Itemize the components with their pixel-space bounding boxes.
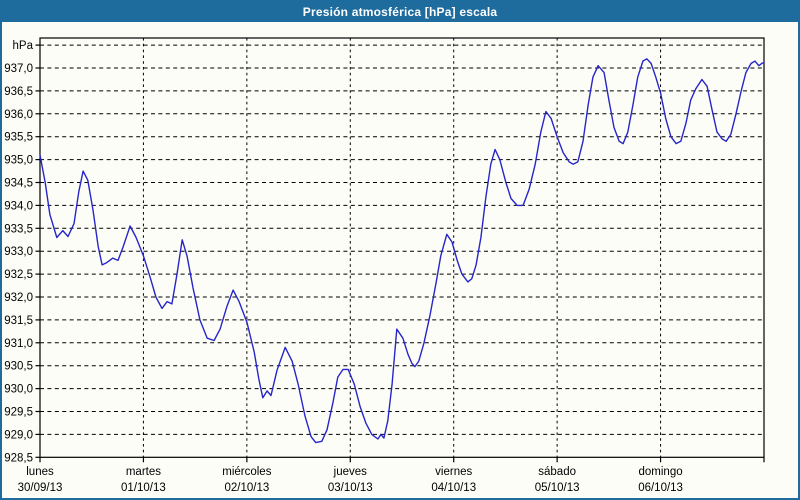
x-day-label: miércoles	[222, 466, 271, 478]
y-tick-label: 934,0	[4, 200, 33, 212]
y-tick-label: 931,0	[4, 338, 33, 350]
pressure-line-chart: hPa 937,0 936,5 936,0 935,5 935,0 934,5 934,0 93…	[4, 37, 765, 494]
y-tick-label: 931,5	[4, 315, 33, 327]
x-day-label: lunes	[26, 466, 54, 478]
x-axis: lunes 30/09/13 martes 01/10/13 miércoles 02/1…	[18, 457, 765, 494]
x-date-label: 04/10/13	[431, 482, 476, 494]
x-date-label: 05/10/13	[535, 482, 580, 494]
x-date-label: 06/10/13	[638, 482, 683, 494]
x-date-label: 30/09/13	[18, 482, 63, 494]
x-date-label: 01/10/13	[121, 482, 166, 494]
x-date-label: 02/10/13	[224, 482, 269, 494]
y-tick-label: 935,5	[4, 132, 33, 144]
pressure-series-line	[39, 58, 765, 444]
y-tick-label: 930,0	[4, 384, 33, 396]
horizontal-gridlines	[40, 44, 764, 435]
x-day-label: domingo	[639, 466, 683, 478]
x-day-label: sábado	[538, 466, 576, 478]
plot-border	[39, 37, 765, 458]
y-tick-label: 928,5	[4, 452, 33, 464]
x-day-label: viernes	[435, 466, 472, 478]
y-tick-label: 933,5	[4, 223, 33, 235]
vertical-gridlines	[142, 38, 662, 458]
chart-titlebar: Presión atmosférica [hPa] escala	[2, 2, 798, 22]
chart-title: Presión atmosférica [hPa] escala	[302, 5, 498, 19]
y-tick-label: 936,5	[4, 86, 33, 98]
y-tick-label: 936,0	[4, 109, 33, 121]
y-tick-label: 929,0	[4, 429, 33, 441]
y-tick-label: 935,0	[4, 155, 33, 167]
y-tick-label: 934,5	[4, 178, 33, 190]
y-tick-label: 933,0	[4, 246, 33, 258]
y-tick-label: 929,5	[4, 407, 33, 419]
y-axis-unit-label: hPa	[13, 40, 34, 52]
y-tick-label: 930,5	[4, 361, 33, 373]
y-tick-label: 932,5	[4, 269, 33, 281]
x-date-label: 03/10/13	[328, 482, 373, 494]
y-axis: hPa 937,0 936,5 936,0 935,5 935,0 934,5 934,0 93…	[4, 40, 40, 464]
y-tick-label: 937,0	[4, 63, 33, 75]
x-day-label: martes	[126, 466, 161, 478]
x-day-label: jueves	[333, 466, 367, 478]
y-tick-label: 932,0	[4, 292, 33, 304]
